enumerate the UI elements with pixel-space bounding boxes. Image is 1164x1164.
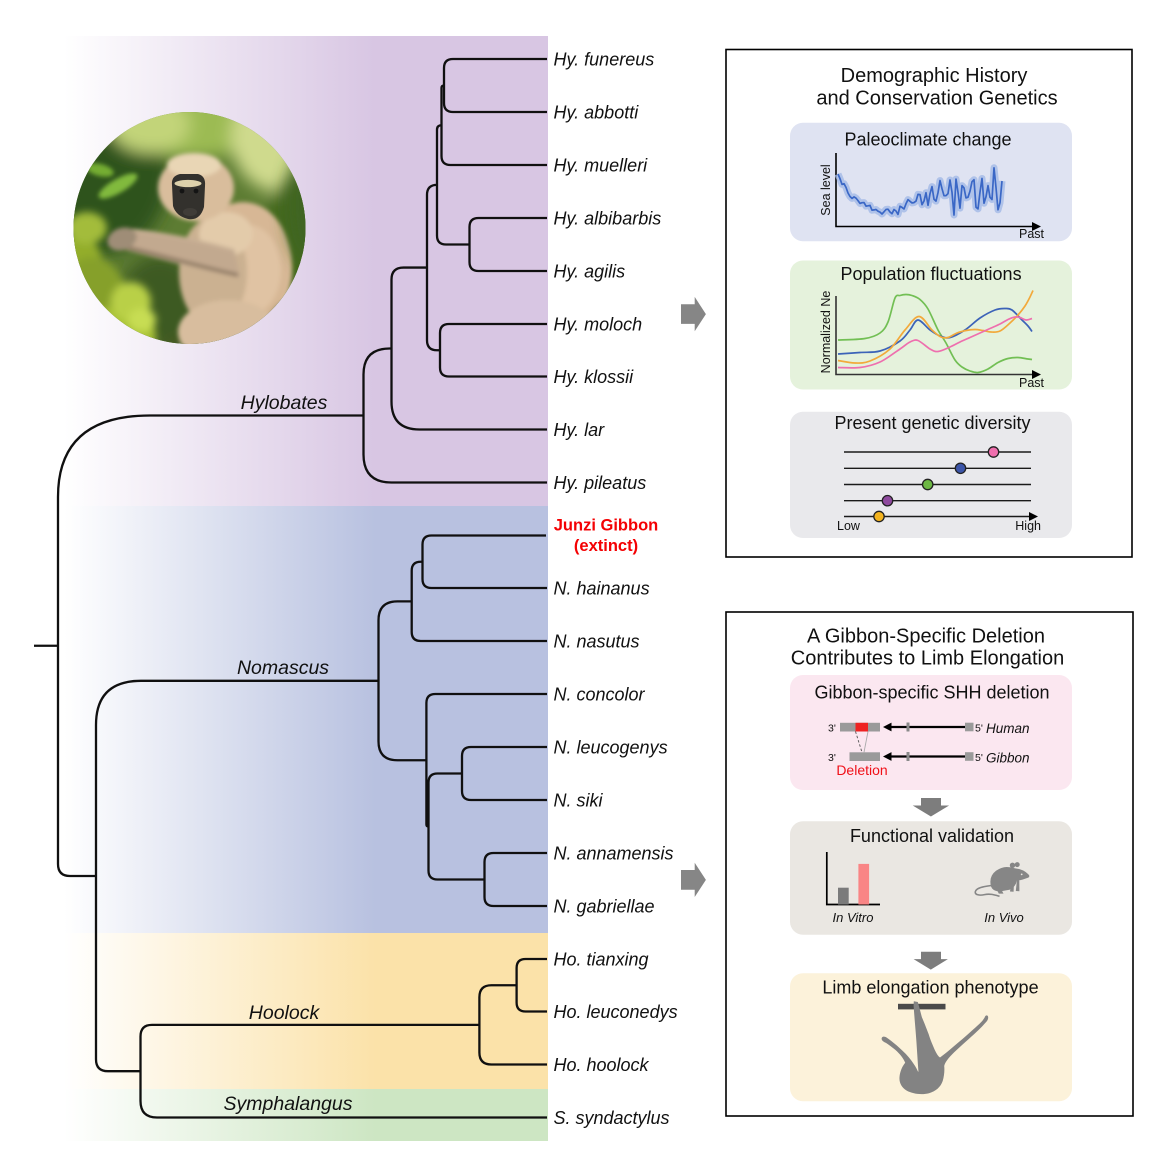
- svg-text:Hoolock: Hoolock: [249, 1002, 321, 1024]
- svg-text:5': 5': [975, 723, 983, 735]
- svg-text:Ho. hoolock: Ho. hoolock: [554, 1055, 650, 1075]
- svg-text:N. nasutus: N. nasutus: [554, 632, 640, 652]
- svg-text:Hy. lar: Hy. lar: [554, 420, 606, 440]
- svg-text:and Conservation Genetics: and Conservation Genetics: [816, 88, 1057, 110]
- svg-text:Gibbon-specific SHH deletion: Gibbon-specific SHH deletion: [814, 683, 1049, 703]
- svg-text:Hy. funereus: Hy. funereus: [554, 50, 655, 70]
- svg-text:Limb elongation phenotype: Limb elongation phenotype: [822, 978, 1038, 998]
- svg-text:Hy. muelleri: Hy. muelleri: [554, 156, 649, 176]
- svg-text:Past: Past: [1019, 227, 1045, 241]
- svg-text:3': 3': [828, 752, 836, 764]
- svg-text:Nomascus: Nomascus: [237, 657, 329, 679]
- svg-text:Ho. leuconedys: Ho. leuconedys: [554, 1002, 678, 1022]
- svg-text:Functional validation: Functional validation: [850, 826, 1014, 846]
- svg-text:Symphalangus: Symphalangus: [224, 1093, 353, 1115]
- svg-text:N. annamensis: N. annamensis: [554, 844, 674, 864]
- svg-text:5': 5': [975, 752, 983, 764]
- svg-text:Contributes to Limb Elongation: Contributes to Limb Elongation: [791, 648, 1065, 670]
- svg-text:In Vivo: In Vivo: [984, 910, 1024, 925]
- svg-text:A Gibbon-Specific Deletion: A Gibbon-Specific Deletion: [807, 626, 1045, 648]
- svg-text:N. siki: N. siki: [554, 791, 604, 811]
- svg-text:Hy. agilis: Hy. agilis: [554, 262, 626, 282]
- svg-text:Demographic History: Demographic History: [841, 65, 1028, 87]
- svg-text:Hy. moloch: Hy. moloch: [554, 315, 643, 335]
- svg-text:(extinct): (extinct): [574, 537, 638, 555]
- svg-text:Normalized Ne: Normalized Ne: [819, 291, 833, 374]
- svg-text:Hy. abbotti: Hy. abbotti: [554, 103, 640, 123]
- svg-text:3': 3': [828, 723, 836, 735]
- svg-text:Hy. pileatus: Hy. pileatus: [554, 473, 647, 493]
- svg-text:S. syndactylus: S. syndactylus: [554, 1108, 670, 1128]
- svg-text:Past: Past: [1019, 376, 1045, 390]
- svg-text:Ho. tianxing: Ho. tianxing: [554, 950, 649, 970]
- svg-text:N. concolor: N. concolor: [554, 685, 646, 705]
- svg-text:Sea level: Sea level: [819, 164, 833, 215]
- svg-text:Human: Human: [986, 721, 1030, 736]
- svg-text:High: High: [1015, 519, 1041, 533]
- svg-text:Hylobates: Hylobates: [241, 392, 328, 414]
- svg-text:In Vitro: In Vitro: [833, 910, 874, 925]
- svg-text:Paleoclimate change: Paleoclimate change: [844, 130, 1011, 150]
- svg-text:Junzi Gibbon: Junzi Gibbon: [554, 517, 659, 535]
- svg-text:N. hainanus: N. hainanus: [554, 579, 650, 599]
- svg-text:Hy. albibarbis: Hy. albibarbis: [554, 209, 662, 229]
- svg-text:N. gabriellae: N. gabriellae: [554, 897, 655, 917]
- svg-text:Hy. klossii: Hy. klossii: [554, 367, 635, 387]
- svg-text:Low: Low: [837, 519, 861, 533]
- svg-text:Population fluctuations: Population fluctuations: [840, 264, 1021, 284]
- svg-text:N. leucogenys: N. leucogenys: [554, 738, 668, 758]
- svg-text:Gibbon: Gibbon: [986, 751, 1030, 766]
- svg-text:Present genetic diversity: Present genetic diversity: [834, 413, 1030, 433]
- svg-text:Deletion: Deletion: [836, 762, 887, 778]
